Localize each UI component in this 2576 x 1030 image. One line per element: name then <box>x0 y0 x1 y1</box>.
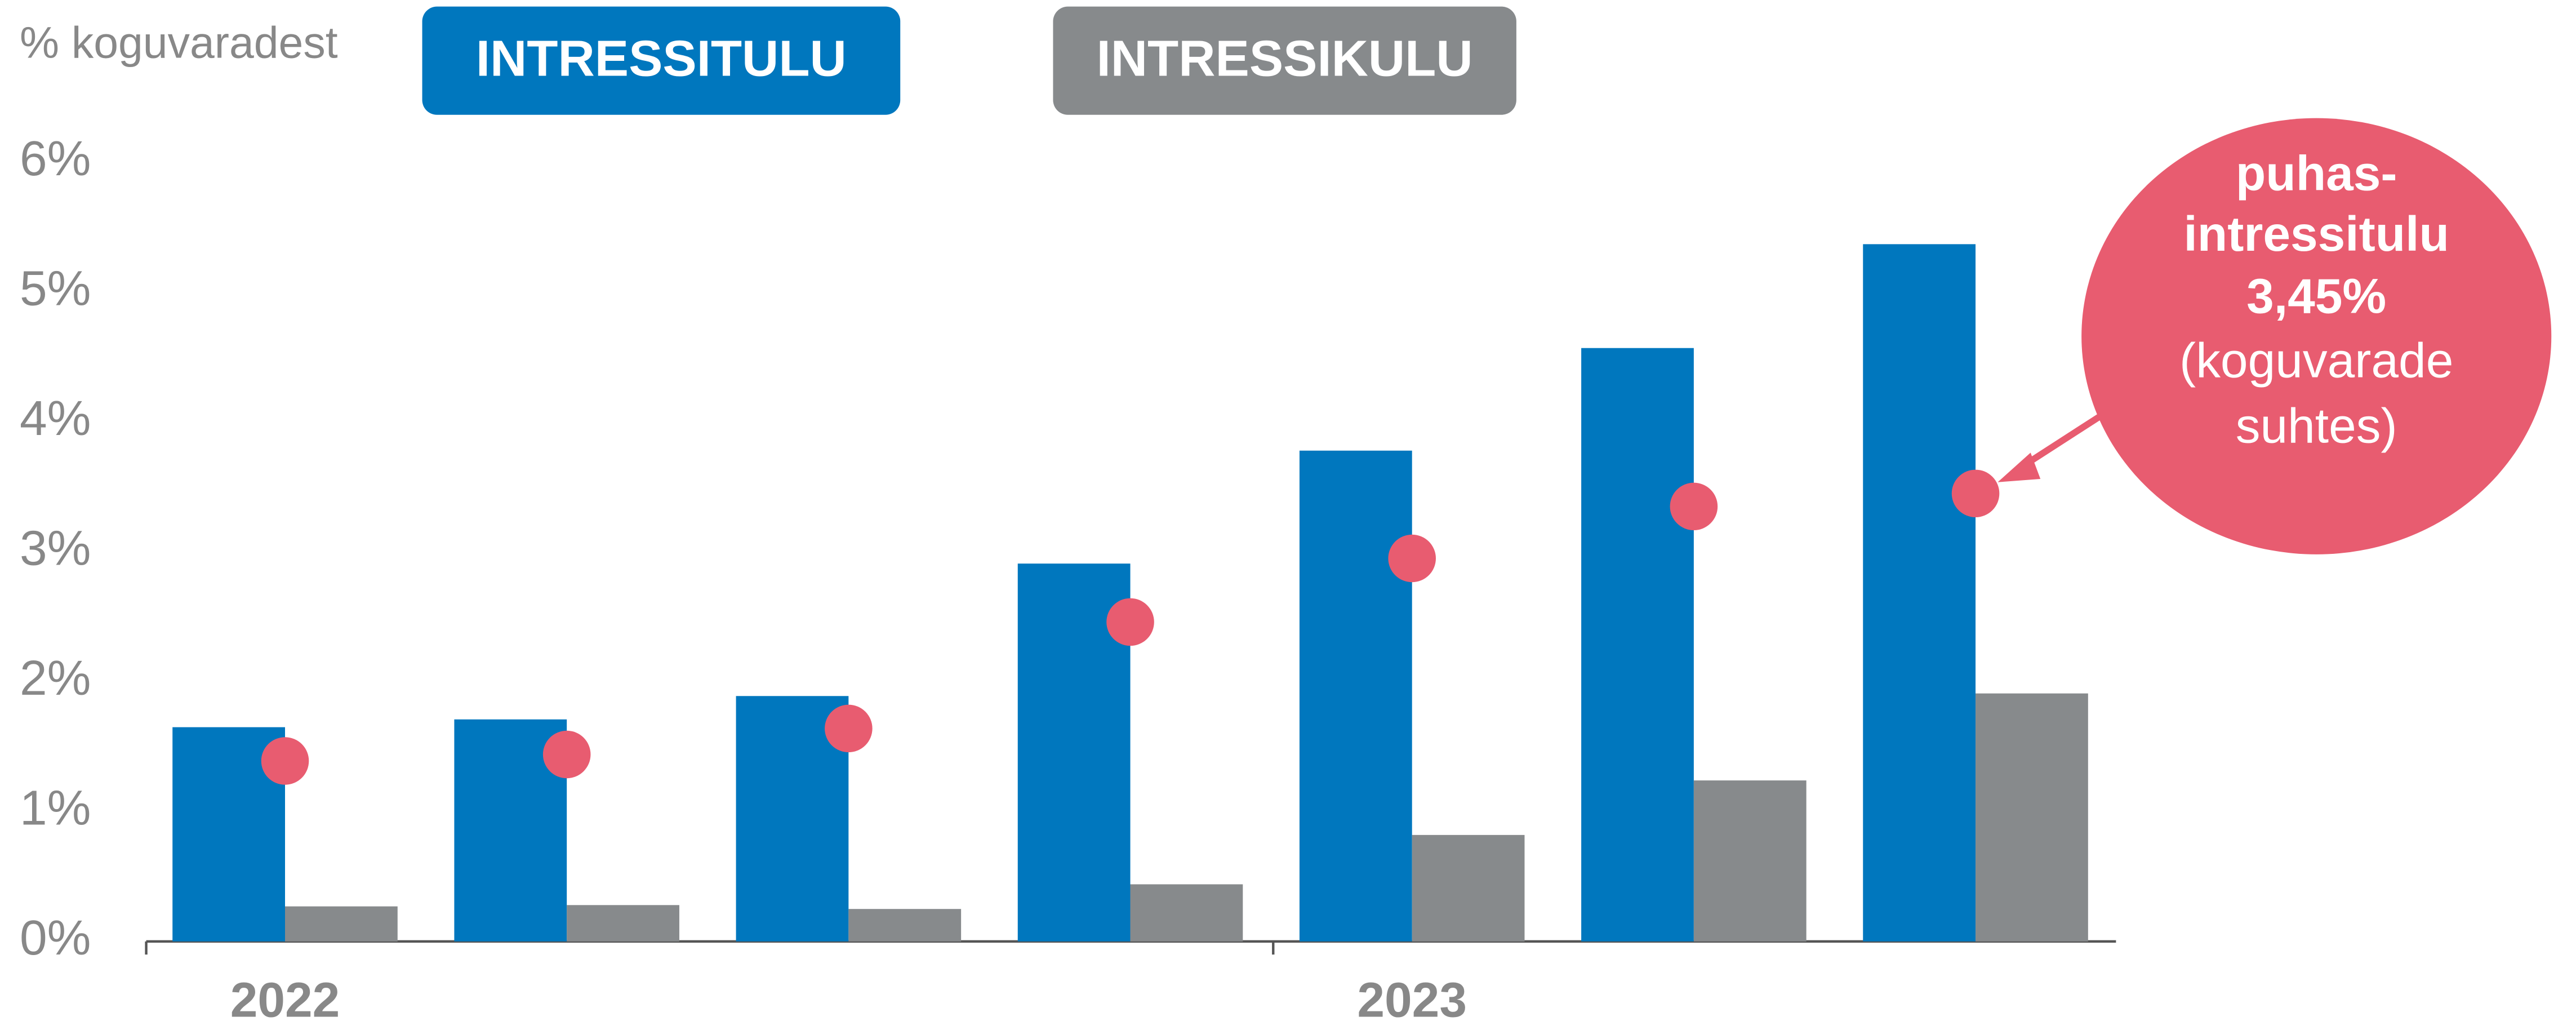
y-axis-label: % koguvaradest <box>20 17 338 67</box>
bar <box>1412 834 1525 942</box>
bar <box>567 905 679 942</box>
bar <box>1581 348 1694 942</box>
dot <box>542 730 591 779</box>
x-tick-label: 2022 <box>230 973 340 1028</box>
bar <box>1299 450 1412 942</box>
dot <box>261 737 309 785</box>
annotation-arrow <box>2019 414 2102 470</box>
bar <box>1863 244 1976 942</box>
dot <box>1951 469 2000 518</box>
legend-label: INTRESSITULU <box>476 30 847 87</box>
annotation-text: suhtes) <box>2236 398 2397 454</box>
x-tick-label: 2023 <box>1357 973 1467 1028</box>
bar <box>1130 884 1243 942</box>
annotation-text: intressitulu <box>2183 206 2449 261</box>
bar <box>848 909 962 942</box>
y-tick-label: 4% <box>20 390 91 446</box>
annotation-bubble <box>2081 118 2552 554</box>
bar <box>1976 693 2088 942</box>
y-tick-label: 1% <box>20 780 91 836</box>
legend-box <box>422 6 901 115</box>
y-tick-label: 5% <box>20 261 91 316</box>
annotation-text: 3,45% <box>2246 269 2386 324</box>
annotation-arrowhead <box>1997 452 2041 482</box>
dot <box>1670 482 1718 531</box>
y-tick-label: 6% <box>20 131 91 186</box>
bar <box>1693 780 1807 942</box>
dot <box>1106 598 1154 646</box>
dot <box>1388 534 1436 583</box>
y-tick-label: 2% <box>20 650 91 705</box>
annotation-text: puhas- <box>2236 146 2397 201</box>
legend-label: INTRESSIKULU <box>1097 30 1473 87</box>
legend-box <box>1053 6 1516 115</box>
annotation-text: (koguvarade <box>2179 332 2453 388</box>
y-tick-label: 0% <box>20 910 91 965</box>
y-tick-label: 3% <box>20 521 91 576</box>
dot <box>825 704 873 753</box>
bar <box>285 906 398 942</box>
